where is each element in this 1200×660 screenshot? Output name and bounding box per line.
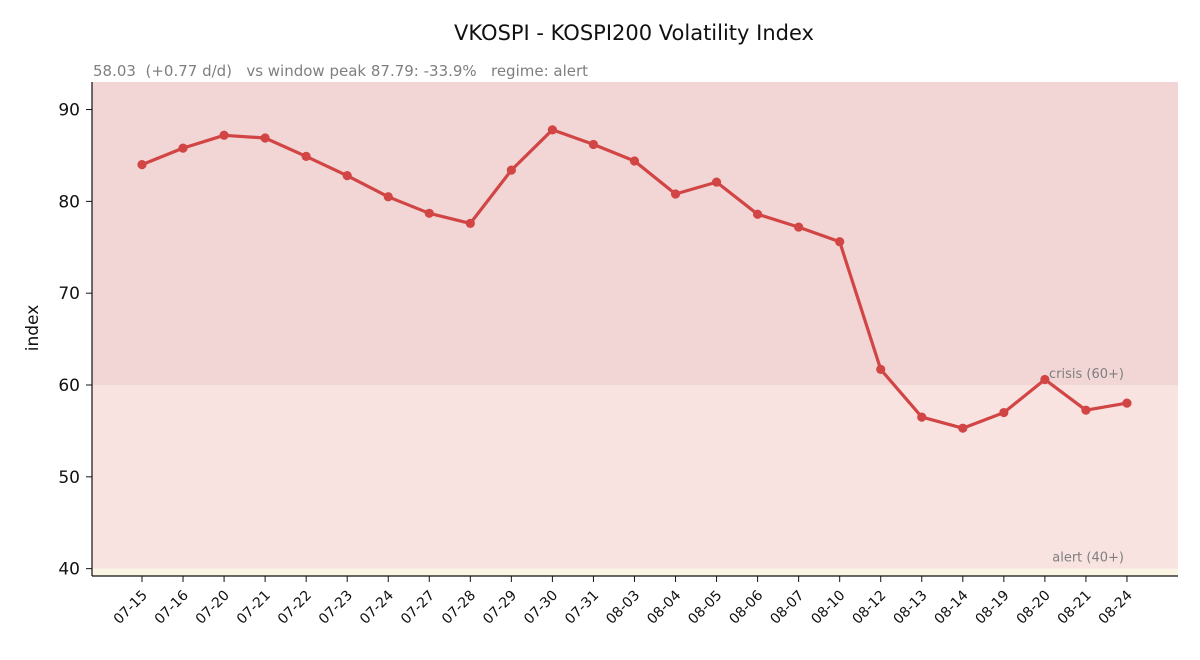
y-tick-label-0: 40 — [58, 560, 80, 580]
x-tick-label-8: 07-28 — [439, 588, 479, 628]
band-label-1: alert (40+) — [1052, 551, 1124, 566]
x-tick-label-20: 08-14 — [932, 587, 972, 627]
x-tick-label-3: 07-21 — [234, 588, 274, 628]
x-tick-label-2: 07-20 — [193, 588, 233, 628]
y-tick-label-2: 60 — [58, 376, 80, 396]
data-point — [711, 177, 722, 187]
x-tick-label-16: 08-07 — [767, 588, 807, 628]
x-tick-label-22: 08-20 — [1014, 588, 1054, 628]
data-point — [260, 133, 270, 143]
data-point — [835, 237, 845, 247]
data-point — [629, 156, 640, 166]
data-point — [917, 412, 927, 422]
data-point — [219, 130, 229, 140]
data-point — [1040, 374, 1050, 385]
x-tick-label-21: 08-19 — [973, 588, 1013, 628]
data-point — [424, 208, 434, 218]
band-0 — [92, 82, 1178, 386]
data-point — [958, 423, 968, 433]
x-tick-label-14: 08-05 — [685, 588, 725, 628]
band-1 — [92, 385, 1178, 569]
y-tick-label-5: 90 — [58, 101, 80, 121]
data-point — [794, 222, 804, 232]
data-point — [383, 192, 393, 202]
x-tick-label-6: 07-24 — [357, 587, 397, 627]
data-point — [670, 189, 681, 199]
data-point — [506, 165, 516, 175]
band-2 — [92, 568, 1178, 576]
regime-bands: crisis (60+) alert (40+) — [92, 82, 1178, 576]
band-label-0: crisis (60+) — [1049, 367, 1124, 382]
x-tick-label-17: 08-10 — [808, 588, 848, 628]
data-point — [301, 151, 311, 161]
x-tick-label-18: 08-12 — [849, 588, 889, 628]
data-point — [465, 218, 475, 229]
data-point — [178, 143, 188, 153]
x-tick-label-9: 07-29 — [480, 588, 520, 628]
x-tick-label-24: 08-24 — [1096, 587, 1136, 627]
chart-subtitle: 58.03 (+0.77 d/d) vs window peak 87.79: … — [93, 62, 588, 80]
chart-title: VKOSPI - KOSPI200 Volatility Index — [454, 21, 814, 45]
x-tick-label-0: 07-15 — [111, 588, 151, 628]
data-point — [1081, 405, 1091, 415]
data-point — [137, 160, 147, 170]
data-point — [588, 139, 599, 150]
data-point — [753, 209, 763, 219]
data-point — [547, 125, 558, 135]
series-layer — [137, 125, 1132, 433]
y-tick-label-3: 70 — [58, 284, 80, 304]
x-tick-label-4: 07-22 — [275, 588, 315, 628]
y-tick-label-4: 80 — [58, 192, 80, 212]
data-point — [342, 171, 352, 181]
x-tick-label-15: 08-06 — [726, 587, 766, 627]
data-point — [1122, 398, 1132, 408]
y-axis-label: index — [23, 305, 43, 352]
x-tick-label-12: 08-03 — [603, 588, 643, 628]
x-tick-label-23: 08-21 — [1055, 588, 1095, 628]
x-tick-label-7: 07-27 — [398, 588, 438, 628]
data-point — [999, 407, 1009, 418]
y-tick-label-1: 50 — [58, 468, 80, 488]
x-tick-label-13: 08-04 — [644, 587, 684, 627]
x-tick-label-5: 07-23 — [316, 588, 356, 628]
data-point — [876, 364, 886, 375]
x-tick-label-10: 07-30 — [521, 588, 561, 628]
x-tick-label-19: 08-13 — [891, 588, 931, 628]
x-tick-label-1: 07-16 — [152, 587, 192, 627]
x-tick-label-11: 07-31 — [562, 588, 602, 628]
